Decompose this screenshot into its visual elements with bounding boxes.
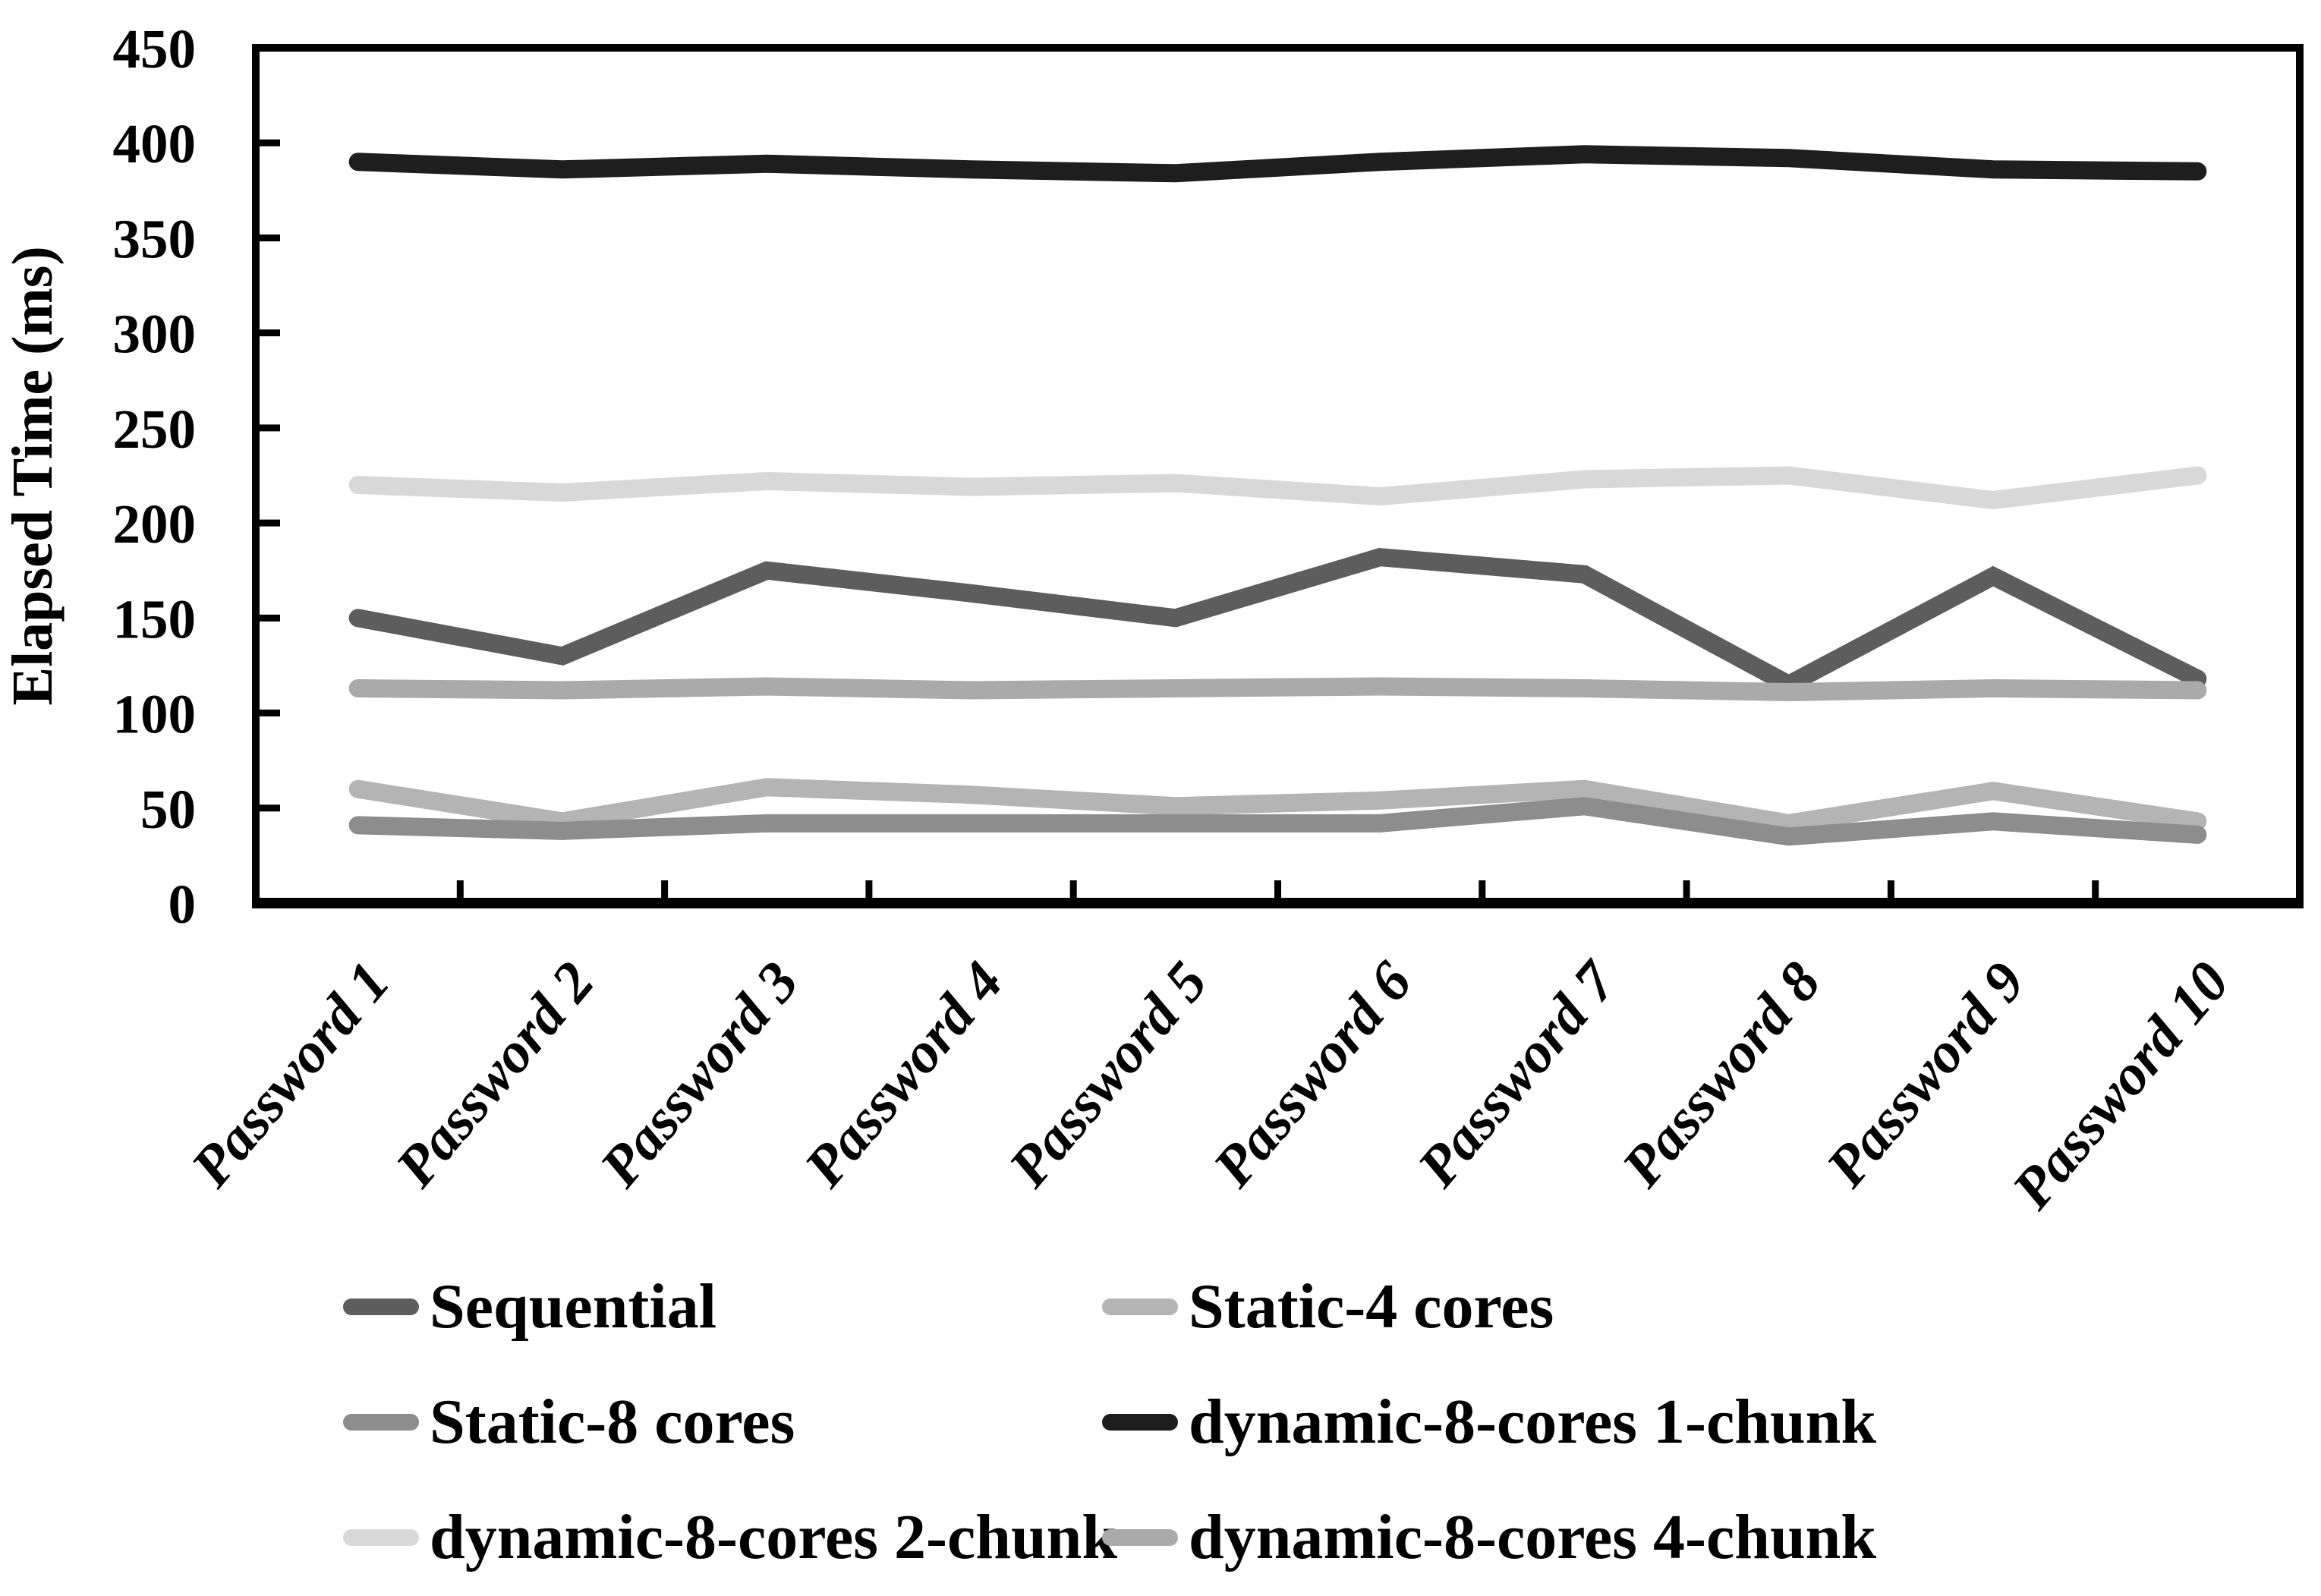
y-tick-label: 450 [113,18,197,80]
legend-label: dynamic-8-cores 1-chunk [1189,1387,1877,1457]
y-tick-label: 400 [113,113,197,175]
x-category-label: Password 6 [1201,950,1424,1199]
legend-label: dynamic-8-cores 2-chunk [430,1502,1118,1572]
legend-label: dynamic-8-cores 4-chunk [1189,1502,1877,1572]
x-category-label: Password 2 [383,950,606,1199]
legend-item: dynamic-8-cores 2-chunk [343,1506,1117,1569]
legend-swatch-sequential [343,1299,419,1315]
legend-swatch-dynamic-8-cores-1-chunk [1102,1414,1178,1431]
legend-swatch-dynamic-8-cores-4-chunk [1102,1529,1178,1546]
legend-label: Sequential [430,1271,717,1342]
x-category-label: Password 3 [587,950,811,1199]
legend-item: dynamic-8-cores 4-chunk [1102,1506,1876,1569]
legend-label: Static-4 cores [1189,1271,1554,1342]
x-category-label: Password 7 [1405,949,1630,1199]
x-category-label: Password 4 [792,950,1015,1199]
series-line-static-4-cores [348,778,2207,833]
legend-item: Static-4 cores [1102,1275,1554,1339]
x-category-label: Password 8 [1609,950,1832,1199]
series-line-static-8-cores [348,797,2207,846]
y-tick-label: 100 [113,684,197,745]
series-line-dynamic-8-cores-4-chunk [348,677,2207,702]
y-tick-label: 250 [113,398,197,460]
legend-item: Static-8 cores [343,1390,795,1454]
series-line-sequential [348,548,2207,695]
y-tick-label: 0 [168,874,197,935]
y-tick-label: 350 [113,208,197,269]
x-category-label: Password 9 [1814,950,2037,1199]
series-line-dynamic-8-cores-1-chunk [348,145,2207,183]
legend-swatch-static-4-cores [1102,1299,1178,1315]
y-tick-label: 150 [113,588,197,650]
y-tick-label: 200 [113,493,197,555]
legend-swatch-dynamic-8-cores-2-chunk [343,1529,419,1546]
legend-item: Sequential [343,1275,716,1339]
y-tick-label: 300 [113,304,197,365]
y-tick-label: 50 [140,779,196,840]
legend-item: dynamic-8-cores 1-chunk [1102,1390,1876,1454]
series-line-dynamic-8-cores-2-chunk [348,466,2207,510]
x-category-label: Password 5 [997,950,1220,1199]
legend-swatch-static-8-cores [343,1414,419,1431]
legend-label: Static-8 cores [430,1387,795,1457]
x-category-label: Password 1 [178,950,402,1199]
y-axis-title: Elapsed Time (ms) [1,246,65,705]
